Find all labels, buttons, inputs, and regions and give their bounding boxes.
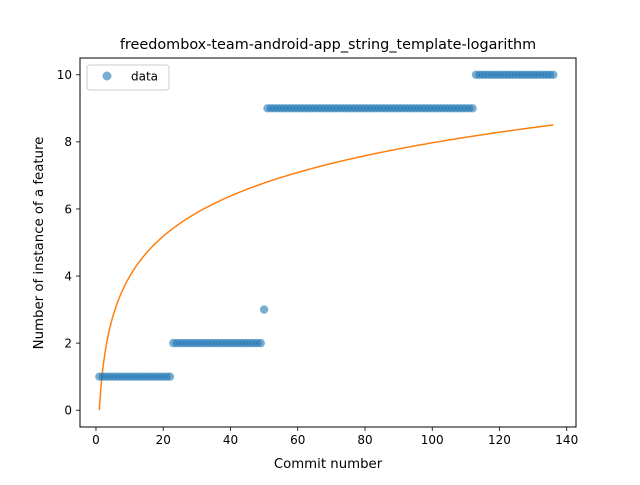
x-tick-label: 60 — [290, 433, 305, 447]
y-tick-label: 0 — [64, 404, 72, 418]
x-axis-ticks: 0 20 40 60 80 100 120 140 — [92, 427, 578, 447]
chart-title: freedombox-team-android-app_string_templ… — [120, 37, 536, 53]
x-tick-label: 140 — [555, 433, 578, 447]
y-axis-ticks: 0 2 4 6 8 10 — [57, 68, 80, 418]
data-points-layer — [95, 70, 558, 381]
data-point — [259, 305, 269, 314]
x-tick-label: 80 — [357, 433, 372, 447]
plot-frame — [79, 57, 577, 428]
legend: data — [86, 64, 170, 91]
y-tick-label: 4 — [64, 269, 72, 283]
x-axis-label: Commit number — [274, 457, 383, 472]
data-point — [256, 338, 265, 348]
x-tick-label: 20 — [156, 433, 171, 447]
x-tick-label: 40 — [223, 433, 238, 447]
y-tick-label: 6 — [64, 202, 72, 216]
y-axis-label: Number of instance of a feature — [32, 137, 47, 350]
x-tick-label: 120 — [488, 433, 511, 447]
data-point — [468, 104, 477, 113]
x-tick-label: 0 — [92, 433, 100, 447]
data-point — [165, 372, 175, 381]
legend-label-data: data — [131, 70, 158, 84]
legend-box — [86, 64, 170, 91]
legend-marker-data — [102, 71, 112, 81]
plot-area — [80, 58, 576, 427]
fit-line — [98, 124, 554, 411]
y-tick-label: 8 — [64, 135, 72, 149]
data-point — [549, 70, 558, 79]
x-tick-label: 100 — [421, 433, 444, 447]
y-tick-label: 2 — [64, 336, 72, 350]
fit-line-layer — [98, 124, 554, 411]
y-tick-label: 10 — [57, 68, 72, 82]
